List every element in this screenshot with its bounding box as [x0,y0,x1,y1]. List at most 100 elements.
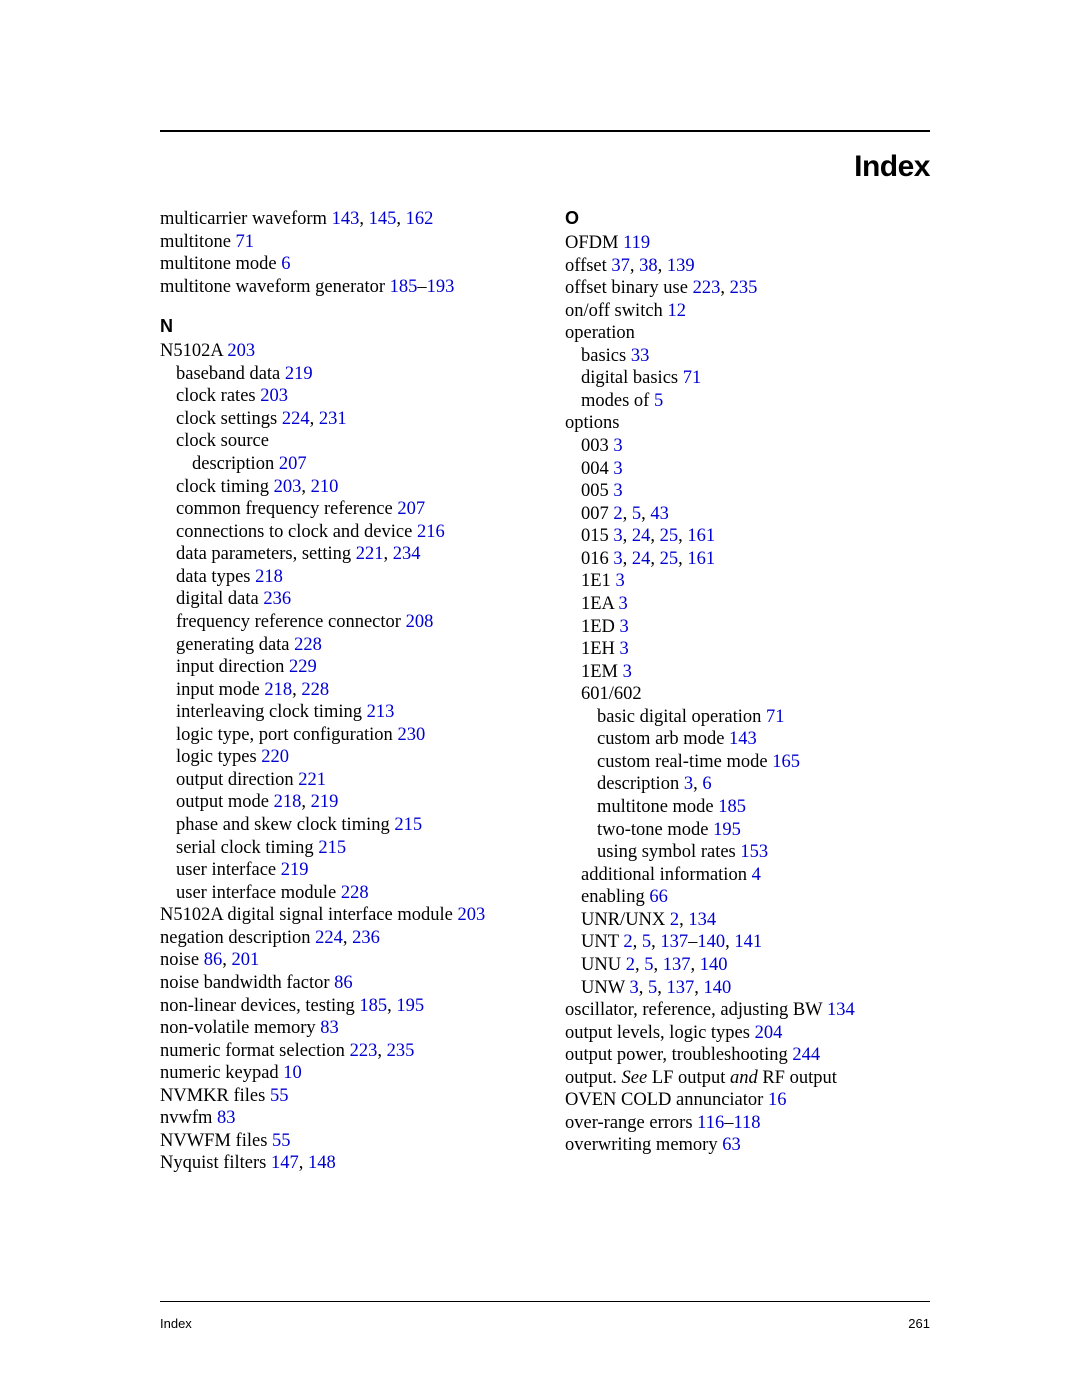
page-ref-link[interactable]: 185 [359,996,387,1016]
page-ref-link[interactable]: 219 [311,792,339,812]
page-ref-link[interactable]: 37 [611,256,630,276]
page-ref-link[interactable]: 140 [703,978,731,998]
page-ref-link[interactable]: 3 [623,662,632,682]
page-ref-link[interactable]: 12 [667,301,686,321]
page-ref-link[interactable]: 218 [264,680,292,700]
page-ref-link[interactable]: 139 [667,256,695,276]
page-ref-link[interactable]: 86 [334,973,353,993]
page-ref-link[interactable]: 6 [702,774,711,794]
page-ref-link[interactable]: 2 [626,955,635,975]
page-ref-link[interactable]: 3 [615,571,624,591]
page-ref-link[interactable]: 66 [649,887,668,907]
page-ref-link[interactable]: 161 [687,526,715,546]
page-ref-link[interactable]: 235 [730,278,758,298]
page-ref-link[interactable]: 215 [394,815,422,835]
page-ref-link[interactable]: 148 [308,1153,336,1173]
page-ref-link[interactable]: 83 [217,1108,236,1128]
page-ref-link[interactable]: 43 [650,504,669,524]
page-ref-link[interactable]: 230 [397,725,425,745]
page-ref-link[interactable]: 5 [642,932,651,952]
page-ref-link[interactable]: 203 [260,386,288,406]
page-ref-link[interactable]: 3 [629,978,638,998]
page-ref-link[interactable]: 33 [631,346,650,366]
page-ref-link[interactable]: 244 [792,1045,820,1065]
page-ref-link[interactable]: 204 [755,1023,783,1043]
page-ref-link[interactable]: 216 [417,522,445,542]
page-ref-link[interactable]: 141 [734,932,762,952]
page-ref-link[interactable]: 2 [623,932,632,952]
page-ref-link[interactable]: 147 [271,1153,299,1173]
page-ref-link[interactable]: 153 [740,842,768,862]
page-ref-link[interactable]: 2 [670,910,679,930]
page-ref-link[interactable]: 3 [613,549,622,569]
page-ref-link[interactable]: 228 [294,635,322,655]
page-ref-link[interactable]: 229 [289,657,317,677]
page-ref-link[interactable]: 207 [397,499,425,519]
page-ref-link[interactable]: 83 [320,1018,339,1038]
page-ref-link[interactable]: 5 [654,391,663,411]
page-ref-link[interactable]: 5 [648,978,657,998]
page-ref-link[interactable]: 140 [697,932,725,952]
page-ref-link[interactable]: 236 [352,928,380,948]
page-ref-link[interactable]: 25 [660,549,679,569]
page-ref-link[interactable]: 221 [298,770,326,790]
page-ref-link[interactable]: 137 [663,955,691,975]
page-ref-link[interactable]: 71 [236,232,255,252]
page-ref-link[interactable]: 71 [683,368,702,388]
page-ref-link[interactable]: 3 [619,594,628,614]
page-ref-link[interactable]: 228 [341,883,369,903]
page-ref-link[interactable]: 203 [274,477,302,497]
page-ref-link[interactable]: 3 [684,774,693,794]
page-ref-link[interactable]: 210 [311,477,339,497]
page-ref-link[interactable]: 185 [718,797,746,817]
page-ref-link[interactable]: 3 [620,617,629,637]
page-ref-link[interactable]: 218 [255,567,283,587]
page-ref-link[interactable]: 24 [632,549,651,569]
page-ref-link[interactable]: 5 [632,504,641,524]
page-ref-link[interactable]: 234 [393,544,421,564]
page-ref-link[interactable]: 231 [319,409,347,429]
page-ref-link[interactable]: 143 [332,209,360,229]
page-ref-link[interactable]: 3 [620,639,629,659]
page-ref-link[interactable]: 55 [272,1131,291,1151]
page-ref-link[interactable]: 195 [713,820,741,840]
page-ref-link[interactable]: 3 [613,526,622,546]
page-ref-link[interactable]: 63 [722,1135,741,1155]
page-ref-link[interactable]: 161 [687,549,715,569]
page-ref-link[interactable]: 224 [315,928,343,948]
page-ref-link[interactable]: 218 [274,792,302,812]
page-ref-link[interactable]: 4 [752,865,761,885]
page-ref-link[interactable]: 71 [766,707,785,727]
page-ref-link[interactable]: 201 [231,950,259,970]
page-ref-link[interactable]: 119 [623,233,650,253]
page-ref-link[interactable]: 116 [697,1113,724,1133]
page-ref-link[interactable]: 137 [660,932,688,952]
page-ref-link[interactable]: 2 [613,504,622,524]
page-ref-link[interactable]: 16 [768,1090,787,1110]
page-ref-link[interactable]: 3 [613,459,622,479]
page-ref-link[interactable]: 223 [693,278,721,298]
page-ref-link[interactable]: 162 [406,209,434,229]
page-ref-link[interactable]: 215 [318,838,346,858]
page-ref-link[interactable]: 86 [204,950,223,970]
page-ref-link[interactable]: 134 [827,1000,855,1020]
page-ref-link[interactable]: 38 [639,256,658,276]
page-ref-link[interactable]: 236 [263,589,291,609]
page-ref-link[interactable]: 5 [644,955,653,975]
page-ref-link[interactable]: 219 [281,860,309,880]
page-ref-link[interactable]: 145 [369,209,397,229]
page-ref-link[interactable]: 24 [632,526,651,546]
page-ref-link[interactable]: 6 [281,254,290,274]
page-ref-link[interactable]: 118 [733,1113,760,1133]
page-ref-link[interactable]: 193 [427,277,455,297]
page-ref-link[interactable]: 3 [613,436,622,456]
page-ref-link[interactable]: 203 [457,905,485,925]
page-ref-link[interactable]: 55 [270,1086,289,1106]
page-ref-link[interactable]: 143 [729,729,757,749]
page-ref-link[interactable]: 195 [396,996,424,1016]
page-ref-link[interactable]: 134 [688,910,716,930]
page-ref-link[interactable]: 203 [227,341,255,361]
page-ref-link[interactable]: 185 [390,277,418,297]
page-ref-link[interactable]: 25 [660,526,679,546]
page-ref-link[interactable]: 224 [282,409,310,429]
